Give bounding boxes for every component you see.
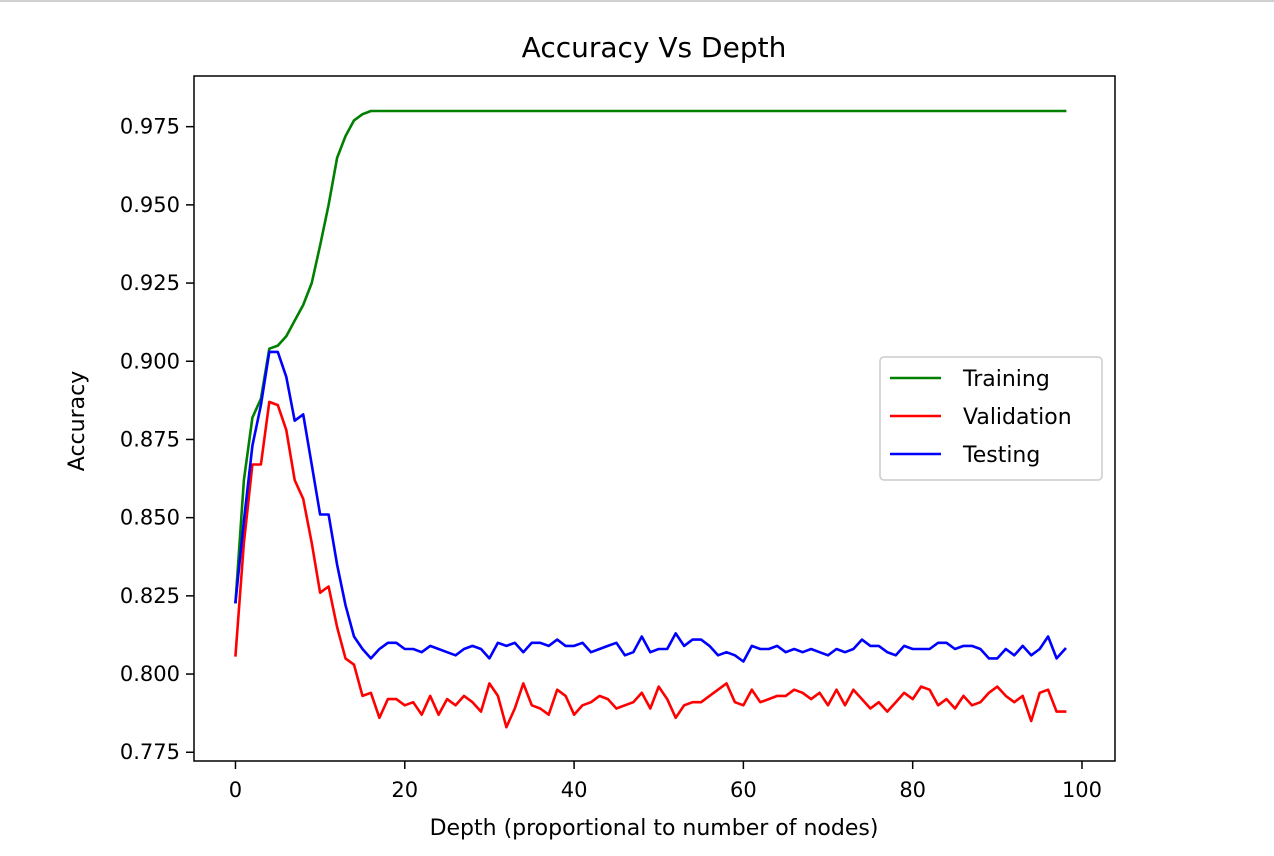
x-tick-label: 0 <box>229 778 242 802</box>
y-tick-label: 0.800 <box>120 662 180 686</box>
y-tick-label: 0.950 <box>120 193 180 217</box>
chart-title: Accuracy Vs Depth <box>522 31 787 64</box>
series-line-testing <box>234 350 1067 663</box>
top-border <box>0 0 1274 2</box>
x-axis-label: Depth (proportional to number of nodes) <box>430 816 879 841</box>
x-tick-label: 40 <box>561 778 588 802</box>
y-tick-label: 0.975 <box>120 115 180 139</box>
y-tick-label: 0.775 <box>120 740 180 764</box>
y-tick-label: 0.900 <box>120 349 180 373</box>
series-line-validation <box>234 400 1067 729</box>
ticks-layer: 0 20 40 60 80 100 0.775 0.800 0.825 0.850 0.875 0.9… <box>120 115 1102 802</box>
x-tick-label: 60 <box>730 778 757 802</box>
x-tick-label: 80 <box>899 778 926 802</box>
y-tick-label: 0.825 <box>120 584 180 608</box>
plot-frame <box>193 75 1116 762</box>
legend-label-validation: Validation <box>963 405 1072 430</box>
legend-label-training: Training <box>962 367 1050 392</box>
legend-label-testing: Testing <box>962 443 1040 468</box>
x-tick-label: 100 <box>1062 778 1102 802</box>
y-tick-label: 0.875 <box>120 427 180 451</box>
y-tick-label: 0.850 <box>120 506 180 530</box>
series-layer <box>234 109 1067 729</box>
y-axis-label: Accuracy <box>65 371 90 471</box>
y-tick-label: 0.925 <box>120 271 180 295</box>
legend: Training Validation Testing <box>879 356 1103 481</box>
x-tick-label: 20 <box>391 778 418 802</box>
legend-box <box>879 356 1103 481</box>
